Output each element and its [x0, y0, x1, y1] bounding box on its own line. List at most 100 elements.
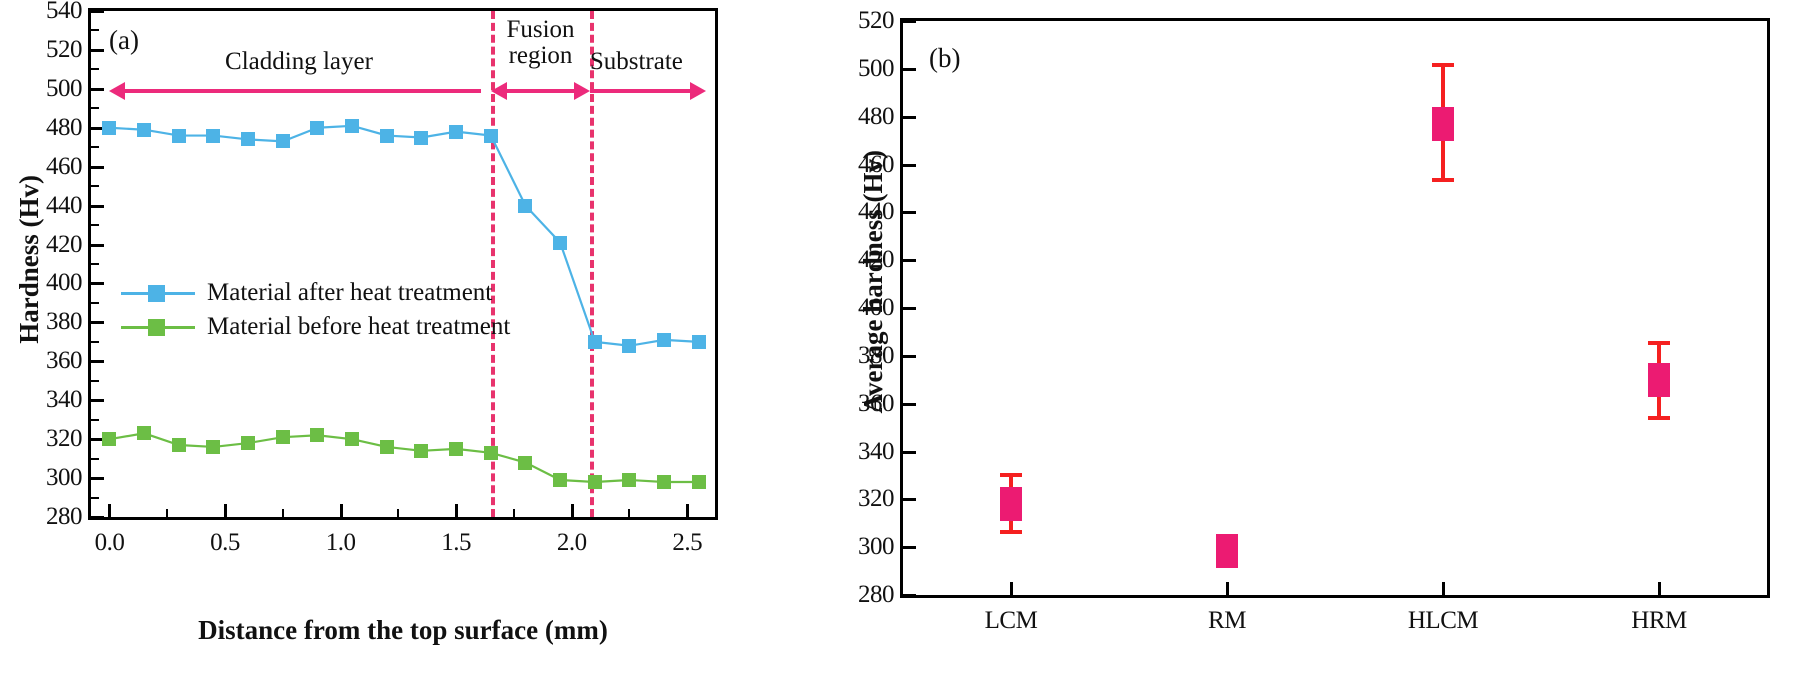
y-tick-label: 280 — [46, 503, 83, 530]
error-bar-cap-bottom-LCM — [1000, 529, 1022, 534]
cladding-arrow-line — [119, 88, 481, 93]
data-point-series0 — [691, 334, 706, 349]
x-tick-mark-minor — [628, 509, 631, 517]
y-tick-label: 480 — [46, 113, 83, 141]
y-tick-label: 440 — [858, 198, 895, 226]
y-tick-mark — [903, 20, 916, 23]
data-point-series0 — [137, 122, 152, 137]
y-tick-label: 460 — [46, 152, 83, 180]
y-tick-mark — [903, 259, 916, 263]
y-tick-label: 380 — [858, 341, 895, 369]
y-tick-mark — [903, 354, 916, 358]
y-tick-mark-minor — [91, 68, 99, 71]
x-tick-mark — [455, 504, 459, 517]
y-tick-label: 280 — [858, 581, 895, 608]
panel-tag-b: (b) — [929, 43, 961, 73]
legend-row-0: Material after heat treatment — [121, 276, 510, 310]
y-tick-label: 300 — [46, 464, 83, 492]
region-label-cladding: Cladding layer — [225, 47, 373, 75]
y-tick-mark-minor — [91, 146, 99, 149]
x-tick-mark-minor — [512, 509, 515, 517]
data-point-series1 — [657, 474, 672, 489]
data-point-series0 — [206, 128, 221, 143]
legend-square-0 — [148, 285, 165, 302]
y-tick-mark — [91, 282, 104, 286]
data-point-RM — [1216, 533, 1238, 568]
data-point-series1 — [345, 432, 360, 447]
x-tick-mark-minor — [281, 509, 284, 517]
x-tick-mark — [108, 504, 112, 517]
y-tick-mark-minor — [91, 340, 99, 343]
y-tick-label: 360 — [46, 347, 83, 375]
x-tick-mark — [570, 504, 574, 517]
data-point-series0 — [414, 130, 429, 145]
data-point-series0 — [275, 134, 290, 149]
data-point-series1 — [171, 437, 186, 452]
fusion-arrow-line — [500, 88, 581, 93]
data-point-series0 — [483, 128, 498, 143]
y-tick-label: 520 — [858, 7, 895, 34]
y-tick-mark — [91, 516, 104, 519]
y-tick-label: 320 — [46, 425, 83, 453]
panel-a: Hardness (Hv) Distance from the top surf… — [0, 0, 760, 673]
y-tick-mark — [91, 126, 104, 130]
data-point-series0 — [518, 198, 533, 213]
data-point-series0 — [171, 128, 186, 143]
data-point-series1 — [137, 426, 152, 441]
error-bar-cap-top-HLCM — [1432, 63, 1454, 68]
y-tick-mark — [91, 477, 104, 481]
y-tick-label: 300 — [858, 533, 895, 561]
y-tick-mark-minor — [91, 457, 99, 460]
y-tick-label: 320 — [858, 485, 895, 513]
data-point-series0 — [449, 124, 464, 139]
y-tick-mark-minor — [91, 107, 99, 110]
x-category-label: RM — [1208, 607, 1246, 634]
y-tick-mark-minor — [91, 496, 99, 499]
data-point-series0 — [241, 132, 256, 147]
y-tick-label: 500 — [46, 74, 83, 102]
x-tick-mark — [1658, 582, 1661, 595]
series-line-1 — [109, 432, 699, 484]
panel-b: Average hardness (Hv) (b) 280 300 320 340 36… — [760, 0, 1798, 673]
y-tick-mark — [903, 594, 916, 597]
legend-marker-1 — [121, 319, 195, 336]
y-tick-mark — [91, 321, 104, 325]
y-tick-mark-minor — [91, 418, 99, 421]
x-tick-mark — [224, 504, 228, 517]
data-point-series0 — [345, 118, 360, 133]
data-point-LCM — [1000, 487, 1022, 522]
x-tick-mark — [339, 504, 343, 517]
y-tick-mark — [91, 399, 104, 403]
x-tick-mark — [1442, 582, 1445, 595]
region-divider-dashed-line — [590, 11, 595, 517]
data-point-series0 — [553, 235, 568, 250]
data-point-series1 — [518, 455, 533, 470]
y-tick-mark-minor — [91, 224, 99, 227]
legend-marker-0 — [121, 285, 195, 302]
y-tick-mark — [903, 402, 916, 406]
data-point-series1 — [414, 443, 429, 458]
y-tick-label: 440 — [46, 191, 83, 219]
error-bar-cap-top-HRM — [1648, 340, 1670, 345]
data-point-series1 — [691, 474, 706, 489]
data-point-series1 — [275, 430, 290, 445]
y-tick-mark-minor — [91, 185, 99, 188]
x-tick-label: 0.5 — [210, 529, 240, 556]
y-tick-mark-minor — [91, 379, 99, 382]
data-point-series1 — [310, 428, 325, 443]
error-bar-cap-bottom-HLCM — [1432, 178, 1454, 183]
legend-label-1: Material before heat treatment — [207, 313, 511, 340]
x-tick-label: 0.0 — [94, 529, 125, 556]
y-tick-label: 340 — [858, 437, 895, 465]
legend-label-0: Material after heat treatment — [207, 279, 493, 306]
y-tick-mark — [91, 165, 104, 169]
y-tick-label: 400 — [858, 294, 895, 321]
y-tick-mark — [91, 87, 104, 91]
data-point-series1 — [102, 432, 117, 447]
y-tick-mark — [91, 10, 104, 13]
legend-square-1 — [148, 319, 165, 336]
y-tick-mark — [903, 546, 916, 550]
y-tick-mark — [91, 360, 104, 364]
y-tick-mark — [903, 67, 916, 71]
plot-area-a: (a) 280 300 320 340 360 380 400 420 440 460 480 500… — [46, 0, 718, 556]
